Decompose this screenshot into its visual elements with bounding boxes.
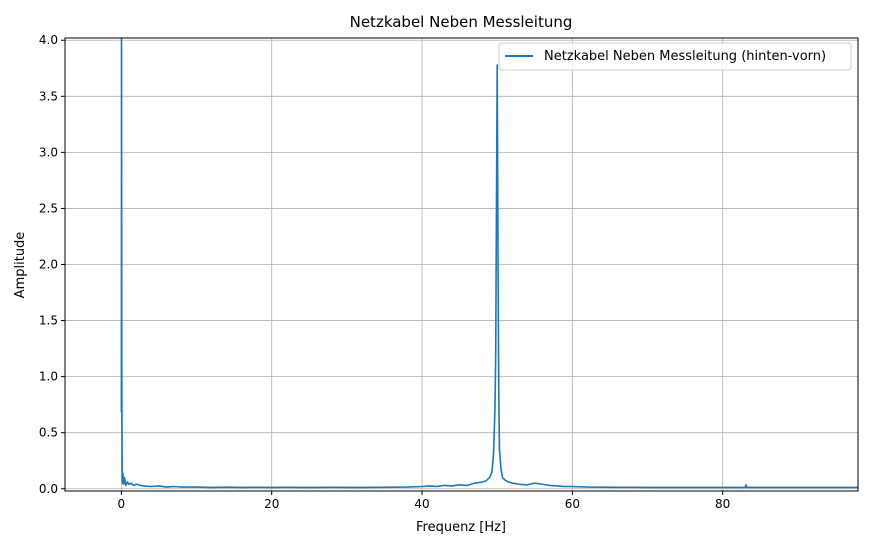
legend: Netzkabel Neben Messleitung (hinten-vorn… xyxy=(498,42,852,71)
x-tick-label: 80 xyxy=(715,497,730,511)
y-tick-label: 0.0 xyxy=(39,482,58,496)
x-tick-label: 60 xyxy=(565,497,580,511)
series-group xyxy=(120,37,858,489)
y-tick-label: 1.5 xyxy=(39,314,58,328)
y-axis: 0.0 0.5 1.0 1.5 2.0 2.5 3.0 3.5 4.0 xyxy=(39,33,65,496)
y-axis-label: Amplitude xyxy=(13,232,28,299)
y-tick-label: 3.0 xyxy=(39,145,58,159)
y-tick-label: 2.5 xyxy=(39,201,58,215)
grid xyxy=(65,38,858,491)
x-axis-label: Frequenz [Hz] xyxy=(416,520,506,535)
y-tick-label: 0.5 xyxy=(39,426,58,440)
legend-label: Netzkabel Neben Messleitung (hinten-vorn… xyxy=(544,49,826,64)
legend-box xyxy=(498,42,852,71)
y-tick-label: 3.5 xyxy=(39,89,58,103)
x-axis: 0 20 40 60 80 xyxy=(118,491,730,511)
chart-title: Netzkabel Neben Messleitung xyxy=(350,13,573,31)
x-tick-label: 40 xyxy=(414,497,429,511)
series-line xyxy=(120,37,858,489)
y-tick-label: 4.0 xyxy=(39,33,58,47)
x-tick-label: 20 xyxy=(264,497,279,511)
y-tick-label: 2.0 xyxy=(39,258,58,272)
x-tick-label: 0 xyxy=(118,497,126,511)
y-tick-label: 1.0 xyxy=(39,370,58,384)
